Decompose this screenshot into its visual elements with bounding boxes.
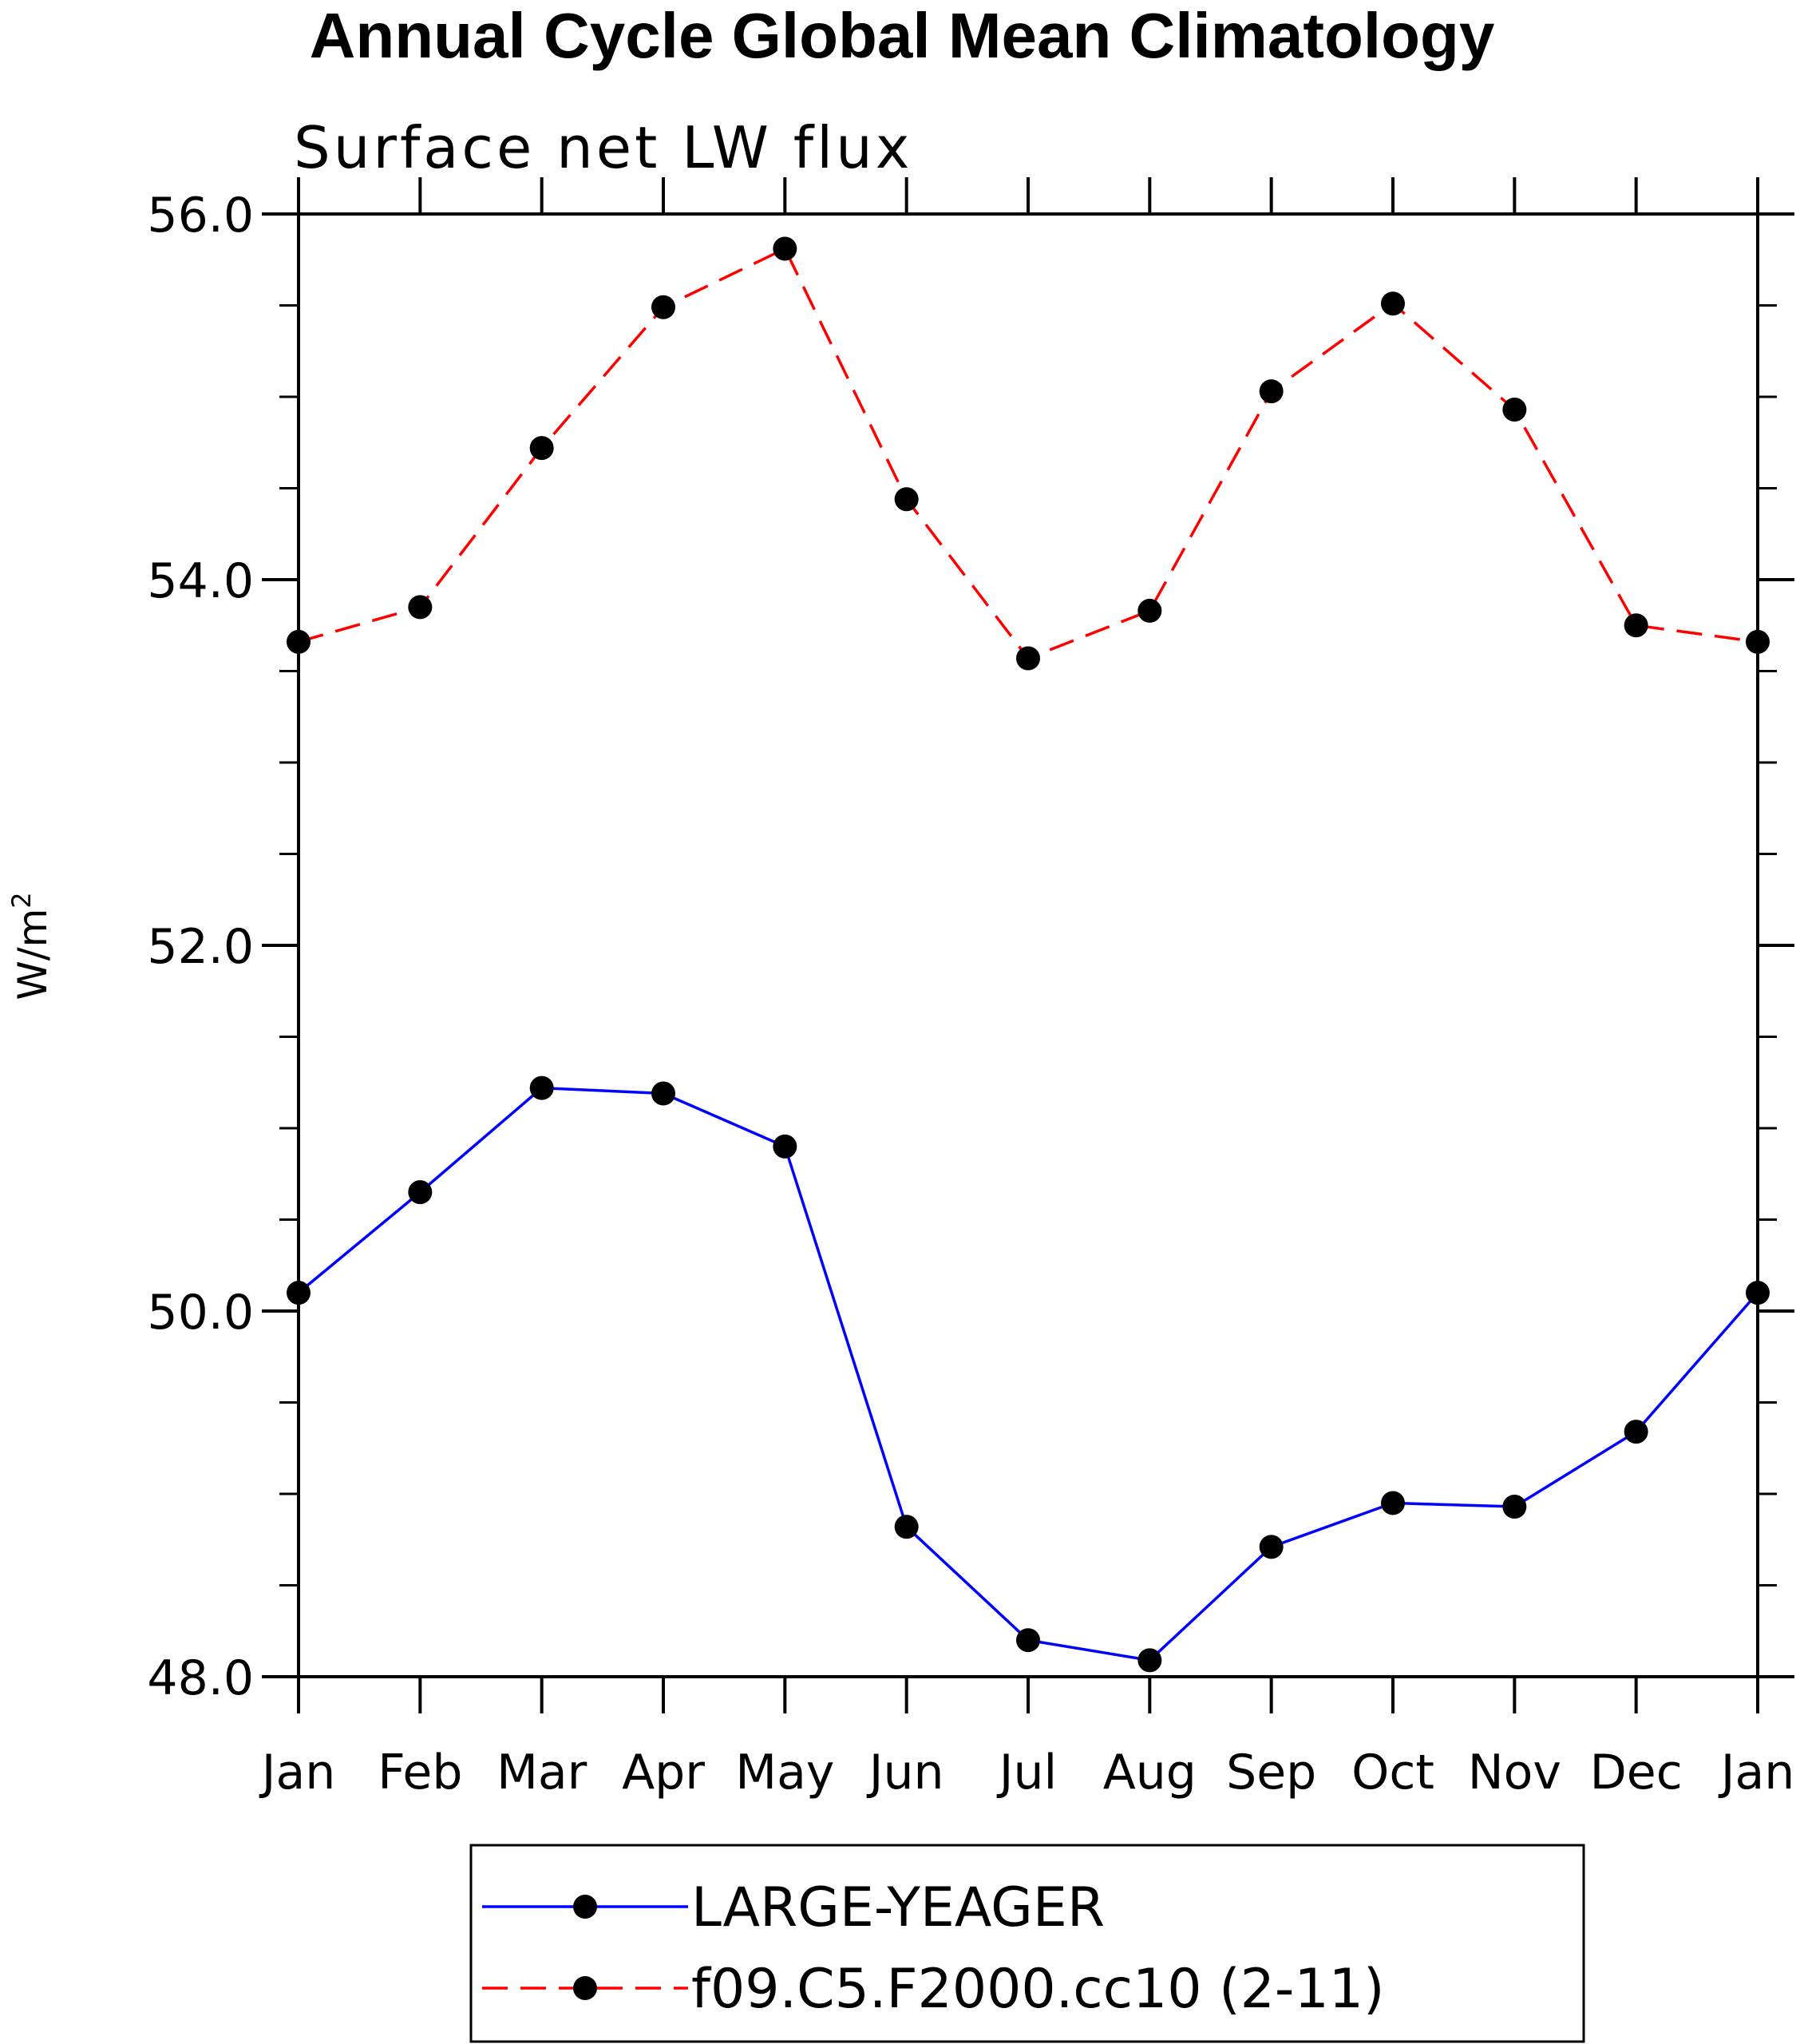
legend-items: LARGE-YEAGER f09.C5.F2000.cc10 (2-11) [482, 1876, 1385, 2021]
data-point-0 [1502, 1495, 1527, 1519]
plot-frame [297, 212, 1759, 1678]
y-axis-label: W/m2 [6, 892, 56, 1000]
data-point-1 [1502, 398, 1527, 422]
series-group [287, 236, 1770, 1673]
y-axis-label-exponent: 2 [6, 892, 37, 908]
data-point-1 [1381, 291, 1405, 316]
data-point-0 [408, 1180, 433, 1205]
x-tick-label: Dec [1590, 1745, 1683, 1800]
x-tick-label: Jul [996, 1745, 1057, 1800]
data-point-1 [894, 487, 919, 512]
svg-text:W/m2: W/m2 [6, 892, 56, 1000]
chart-title: Annual Cycle Global Mean Climatology [310, 0, 1495, 71]
data-point-1 [1137, 598, 1162, 623]
legend-marker-0 [573, 1895, 597, 1919]
x-tick-labels: Jan Feb Mar Apr May Jun Jul Aug Sep Oct Nov Dec Jan [259, 1745, 1795, 1800]
series-line-0 [297, 1086, 1759, 1662]
x-tick-label: Feb [378, 1745, 462, 1800]
data-point-0 [773, 1134, 797, 1159]
x-tick-label: Apr [622, 1745, 705, 1800]
data-point-1 [287, 629, 311, 654]
data-point-0 [1259, 1535, 1284, 1559]
x-tick-label: Mar [496, 1745, 587, 1800]
x-tick-label: Sep [1226, 1745, 1316, 1800]
x-tick-label: Oct [1351, 1745, 1434, 1800]
data-point-1 [1624, 613, 1648, 638]
legend: LARGE-YEAGER f09.C5.F2000.cc10 (2-11) [469, 1844, 1585, 2043]
data-point-0 [1746, 1281, 1770, 1305]
y-tick-label: 50.0 [147, 1285, 254, 1341]
chart-subtitle: Surface net LW flux [294, 114, 912, 181]
legend-box [469, 1844, 1585, 2043]
data-point-0 [1381, 1491, 1405, 1515]
data-point-0 [1624, 1420, 1648, 1444]
y-axis-label-text: W/m [10, 909, 56, 1000]
y-tick-label: 48.0 [147, 1650, 254, 1706]
data-point-1 [529, 436, 554, 461]
data-point-1 [1259, 379, 1284, 404]
data-point-0 [529, 1075, 554, 1100]
series-line-1 [298, 247, 1759, 660]
data-point-0 [894, 1515, 919, 1539]
x-tick-label: Jan [1718, 1745, 1795, 1800]
x-tick-label: Aug [1103, 1745, 1197, 1800]
y-tick-label: 56.0 [147, 188, 254, 244]
x-tick-label: May [735, 1745, 834, 1800]
y-tick-label: 54.0 [147, 553, 254, 609]
data-point-1 [408, 595, 433, 620]
y-tick-labels: 48.0 50.0 52.0 54.0 56.0 [147, 188, 254, 1706]
legend-label-1: f09.C5.F2000.cc10 (2-11) [691, 1958, 1385, 2021]
data-point-0 [1016, 1628, 1040, 1653]
data-point-1 [1746, 629, 1770, 654]
axis-ticks [262, 177, 1794, 1713]
data-point-1 [651, 295, 675, 319]
y-tick-label: 52.0 [147, 919, 254, 975]
x-tick-label: Nov [1468, 1745, 1561, 1800]
x-tick-label: Jan [259, 1745, 336, 1800]
legend-marker-1 [573, 1976, 597, 2000]
data-point-0 [1137, 1648, 1162, 1673]
data-point-0 [651, 1081, 675, 1106]
data-point-0 [287, 1281, 311, 1305]
data-point-1 [1016, 646, 1040, 671]
data-point-1 [773, 236, 797, 261]
legend-label-0: LARGE-YEAGER [691, 1876, 1105, 1939]
x-tick-label: Jun [866, 1745, 944, 1800]
